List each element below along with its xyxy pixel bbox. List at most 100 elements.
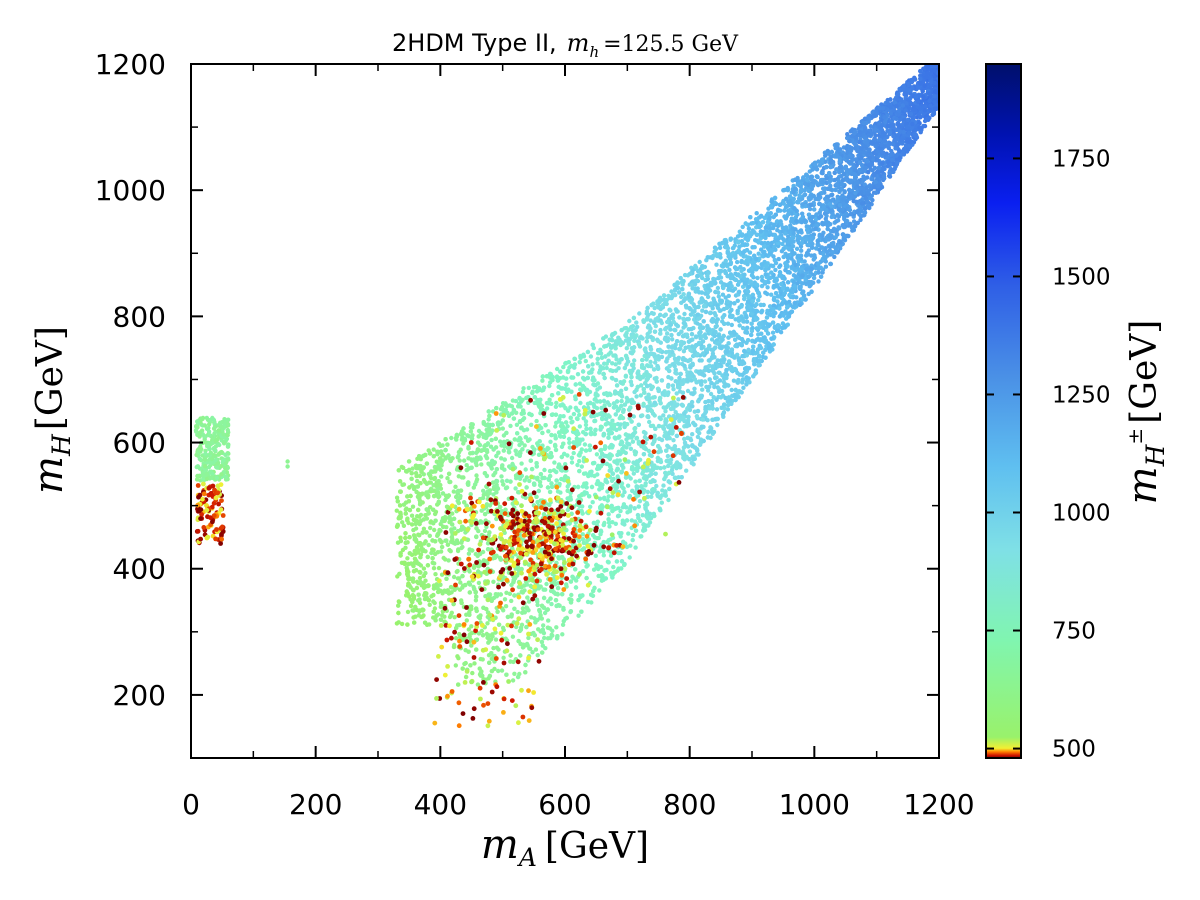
scatter-point bbox=[711, 296, 716, 301]
scatter-point bbox=[623, 374, 629, 379]
scatter-point bbox=[515, 609, 520, 615]
scatter-point bbox=[588, 504, 593, 509]
scatter-point bbox=[788, 223, 793, 228]
scatter-point bbox=[457, 458, 462, 463]
scatter-point bbox=[653, 323, 658, 329]
scatter-point bbox=[535, 653, 540, 658]
scatter-point bbox=[645, 489, 651, 495]
scatter-point bbox=[606, 512, 611, 517]
scatter-point bbox=[798, 244, 804, 249]
scatter-point bbox=[417, 575, 423, 581]
scatter-point bbox=[459, 540, 464, 545]
chart-title-math-sub: h bbox=[589, 43, 599, 61]
scatter-point bbox=[453, 636, 459, 641]
scatter-point bbox=[555, 489, 561, 494]
scatter-point bbox=[546, 618, 551, 623]
scatter-point bbox=[521, 416, 527, 421]
scatter-point bbox=[601, 553, 606, 558]
scatter-point bbox=[466, 627, 471, 632]
scatter-point bbox=[538, 483, 543, 489]
scatter-point bbox=[583, 358, 588, 364]
scatter-point bbox=[590, 500, 595, 505]
scatter-point bbox=[659, 500, 664, 505]
scatter-point bbox=[578, 400, 583, 406]
scatter-point bbox=[710, 400, 715, 406]
scatter-point bbox=[597, 588, 602, 593]
scatter-point bbox=[540, 378, 545, 383]
scatter-point bbox=[632, 338, 637, 343]
scatter-point bbox=[571, 450, 576, 456]
scatter-point bbox=[502, 597, 508, 602]
scatter-point bbox=[714, 407, 720, 412]
chart-title: 2HDM Type II, mh =125.5 GeV bbox=[392, 29, 739, 61]
scatter-point bbox=[663, 409, 668, 414]
scatter-point bbox=[630, 537, 635, 543]
scatter-point bbox=[475, 682, 481, 687]
scatter-point bbox=[823, 259, 828, 264]
scatter-point bbox=[630, 439, 636, 444]
scatter-point bbox=[496, 668, 501, 674]
scatter-point bbox=[474, 473, 479, 478]
scatter-point bbox=[625, 483, 631, 488]
scatter-point bbox=[449, 590, 454, 595]
scatter-point bbox=[469, 624, 474, 629]
scatter-point bbox=[628, 446, 634, 451]
scatter-point bbox=[561, 414, 566, 419]
scatter-point bbox=[776, 256, 781, 262]
scatter-point bbox=[780, 241, 785, 247]
scatter-point bbox=[569, 592, 574, 598]
scatter-point bbox=[832, 254, 837, 260]
scatter-point bbox=[462, 458, 467, 463]
scatter-point bbox=[564, 582, 569, 587]
scatter-point bbox=[463, 660, 468, 666]
scatter-points bbox=[193, 64, 939, 729]
scatter-point bbox=[716, 370, 722, 375]
scatter-point bbox=[747, 250, 753, 255]
scatter-point bbox=[669, 332, 674, 338]
scatter-point bbox=[529, 422, 534, 427]
scatter-point bbox=[868, 124, 874, 129]
scatter-point bbox=[773, 267, 778, 273]
scatter-point bbox=[531, 385, 537, 390]
scatter-point bbox=[485, 621, 490, 626]
scatter-point bbox=[637, 499, 643, 504]
scatter-point bbox=[499, 456, 504, 461]
scatter-point bbox=[729, 387, 734, 393]
scatter-point bbox=[577, 360, 582, 365]
scatter-point bbox=[421, 526, 427, 531]
scatter-point bbox=[399, 621, 405, 627]
scatter-point bbox=[755, 275, 760, 281]
scatter-point bbox=[453, 484, 458, 489]
scatter-point bbox=[421, 566, 427, 571]
scatter-point bbox=[714, 262, 719, 267]
scatter-point bbox=[770, 330, 776, 335]
scatter-point bbox=[776, 207, 781, 212]
scatter-point bbox=[633, 479, 638, 484]
scatter-point bbox=[723, 258, 728, 263]
scatter-point bbox=[756, 298, 761, 303]
scatter-point bbox=[613, 362, 618, 367]
scatter-point bbox=[477, 666, 482, 671]
scatter-point bbox=[756, 251, 761, 256]
scatter-point bbox=[729, 322, 734, 328]
scatter-point bbox=[597, 385, 603, 390]
scatter-point bbox=[604, 365, 609, 371]
scatter-point bbox=[571, 411, 577, 417]
scatter-point bbox=[671, 387, 676, 392]
scatter-point bbox=[708, 391, 714, 397]
scatter-point bbox=[431, 566, 437, 571]
scatter-point bbox=[548, 439, 553, 444]
scatter-point bbox=[536, 627, 541, 632]
chart-title-math-var: m bbox=[567, 29, 590, 57]
scatter-point bbox=[676, 397, 681, 402]
scatter-point bbox=[606, 494, 611, 499]
scatter-point bbox=[451, 574, 457, 580]
scatter-point bbox=[658, 327, 663, 333]
scatter-point bbox=[542, 467, 547, 473]
scatter-point bbox=[725, 321, 731, 326]
scatter-point bbox=[610, 361, 615, 366]
scatter-point bbox=[426, 542, 431, 548]
scatter-point bbox=[427, 602, 432, 607]
scatter-point bbox=[507, 591, 513, 596]
